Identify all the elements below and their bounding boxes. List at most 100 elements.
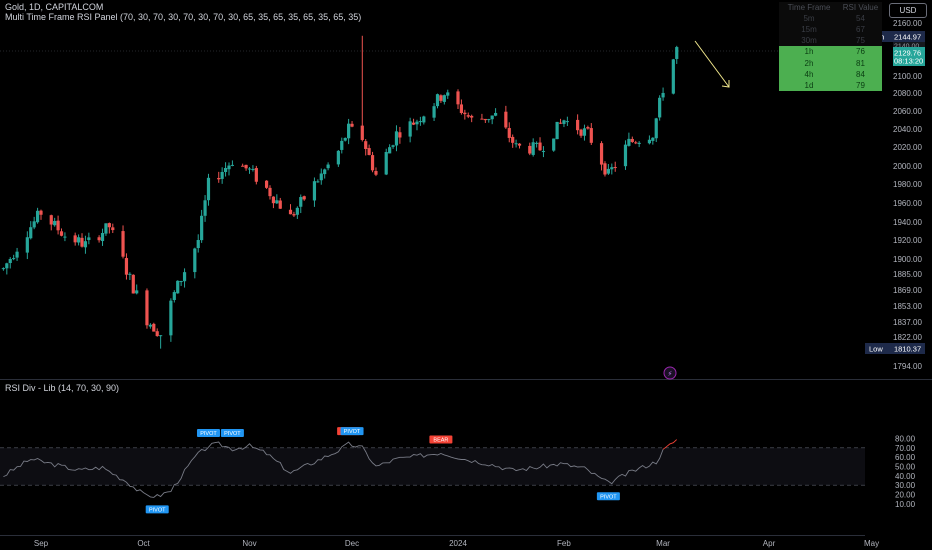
candle-body: [435, 94, 440, 107]
rsi-row-tf: 1h: [779, 46, 839, 58]
candle-body: [565, 121, 569, 123]
candle-body: [275, 200, 279, 204]
rsi-row-tf: 15m: [779, 24, 839, 36]
candle-body: [480, 118, 484, 120]
candle-body: [97, 237, 101, 241]
candle-body: [490, 115, 494, 120]
candle-body: [630, 138, 634, 142]
candle-body: [343, 137, 347, 141]
price-tick-label: 1940.00: [893, 218, 922, 227]
price-tick-label: 2040.00: [893, 125, 922, 134]
candles: [1, 35, 679, 349]
candle-body: [319, 173, 323, 181]
candle-body: [439, 95, 443, 101]
candle-body: [422, 116, 426, 123]
low-label-box: [865, 343, 925, 354]
pivot-label-text: PIVOT: [149, 507, 166, 513]
candle-body: [442, 95, 446, 102]
candle-body: [176, 280, 180, 294]
candle-body: [56, 220, 60, 231]
rsi-table-header: Time Frame RSI Value: [779, 2, 882, 14]
candle-body: [107, 223, 111, 228]
candle-body: [599, 143, 604, 165]
price-tick-label: 1980.00: [893, 180, 922, 189]
candle-body: [241, 165, 245, 167]
candle-body: [271, 196, 276, 204]
rsi-row-value: 54: [839, 13, 882, 25]
candle-body: [463, 112, 467, 115]
candle-body: [562, 120, 566, 124]
candle-body: [268, 187, 272, 197]
rsi-row-tf: 4h: [779, 68, 839, 80]
candle-body: [247, 168, 252, 170]
time-tick-label: Nov: [242, 539, 256, 548]
pivot-label-text: PIVOT: [224, 431, 241, 437]
candle-body: [152, 323, 156, 332]
candle-body: [606, 168, 610, 174]
candle-body: [227, 165, 231, 170]
rsi-table-header-value: RSI Value: [839, 2, 882, 14]
candle-body: [220, 171, 224, 179]
rsi-tick-label: 50.00: [895, 463, 916, 472]
candle-body: [408, 121, 412, 137]
candle-body: [374, 171, 378, 175]
candle-body: [603, 163, 607, 175]
rsi-tick-label: 10.00: [895, 500, 916, 509]
candle-body: [251, 168, 255, 170]
candle-body: [39, 210, 43, 215]
currency-button[interactable]: USD: [889, 3, 927, 18]
high-label-value: 2144.97: [894, 33, 921, 42]
candle-body: [576, 119, 580, 131]
candle-body: [131, 274, 135, 294]
low-label-value: 1810.37: [894, 345, 921, 354]
candle-body: [398, 132, 402, 138]
price-tick-label: 1885.00: [893, 270, 922, 279]
candle-body: [104, 223, 108, 234]
candle-body: [552, 138, 556, 151]
candle-body: [514, 143, 518, 145]
candle-body: [326, 164, 330, 169]
time-tick-label: Feb: [557, 539, 571, 548]
high-label-box: [865, 31, 925, 42]
candle-body: [254, 168, 258, 182]
candle-body: [470, 115, 474, 118]
candle-body: [370, 155, 375, 171]
candle-body: [200, 215, 204, 241]
candle-body: [206, 177, 211, 201]
candle-body: [159, 335, 163, 337]
price-tick-label: 1794.00: [893, 362, 922, 371]
candle-body: [32, 221, 36, 228]
candle-body: [336, 150, 340, 165]
price-tick-label: 2080.00: [893, 89, 922, 98]
candle-body: [360, 125, 364, 140]
candle-body: [555, 121, 559, 140]
pivot-label: [340, 427, 364, 436]
candle-body: [350, 123, 354, 127]
rsi-row-tf: 2h: [779, 57, 839, 69]
candle-body: [483, 118, 487, 121]
candle-body: [100, 232, 105, 242]
countdown-timer: 08:13:20: [894, 57, 923, 66]
candle-body: [411, 122, 416, 125]
candle-body: [582, 128, 587, 136]
candle-body: [124, 258, 129, 275]
price-tick-label: 1960.00: [893, 199, 922, 208]
price-tick-label: 1822.00: [893, 333, 922, 342]
candle-body: [155, 331, 159, 337]
candle-body: [182, 272, 187, 282]
candle-body: [394, 131, 399, 146]
candle-body: [169, 300, 173, 336]
candle-body: [278, 200, 282, 209]
rsi-row: 5m 54: [779, 13, 882, 25]
candle-body: [634, 142, 638, 144]
last-price-value: 2129.76: [894, 49, 921, 58]
rsi-indicator-title: RSI Div - Lib (14, 70, 30, 90): [5, 383, 120, 393]
rsi-row: 1h 76: [779, 46, 882, 58]
price-tick-label: 2060.00: [893, 107, 922, 116]
candle-body: [111, 227, 115, 231]
bear-label-text: BEAR: [433, 438, 448, 444]
rsi-row-value: 67: [839, 24, 882, 36]
candle-body: [504, 111, 508, 128]
pivot-label-text: PIVOT: [200, 431, 217, 437]
